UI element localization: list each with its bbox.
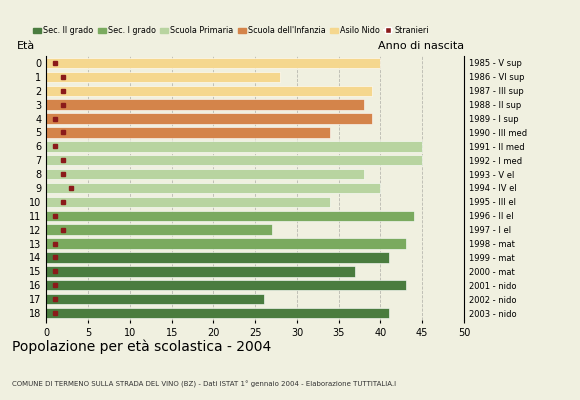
Bar: [46, 294, 263, 304]
Bar: [46, 58, 380, 68]
Bar: [46, 113, 372, 124]
Text: COMUNE DI TERMENO SULLA STRADA DEL VINO (BZ) - Dati ISTAT 1° gennaio 2004 - Elab: COMUNE DI TERMENO SULLA STRADA DEL VINO …: [12, 381, 396, 388]
Bar: [46, 155, 422, 166]
Bar: [46, 210, 414, 221]
Bar: [46, 252, 389, 263]
Bar: [46, 183, 380, 193]
Bar: [46, 141, 422, 152]
Bar: [46, 169, 364, 179]
Bar: [46, 266, 356, 276]
Text: Età: Età: [17, 41, 35, 51]
Bar: [46, 100, 364, 110]
Bar: [46, 86, 372, 96]
Bar: [46, 308, 389, 318]
Bar: [46, 197, 331, 207]
Text: Anno di nascita: Anno di nascita: [378, 41, 464, 51]
Bar: [46, 280, 405, 290]
Bar: [46, 72, 280, 82]
Bar: [46, 224, 272, 235]
Bar: [46, 238, 405, 249]
Legend: Sec. II grado, Sec. I grado, Scuola Primaria, Scuola dell'Infanzia, Asilo Nido, : Sec. II grado, Sec. I grado, Scuola Prim…: [30, 23, 433, 38]
Bar: [46, 127, 331, 138]
Text: Popolazione per età scolastica - 2004: Popolazione per età scolastica - 2004: [12, 340, 271, 354]
